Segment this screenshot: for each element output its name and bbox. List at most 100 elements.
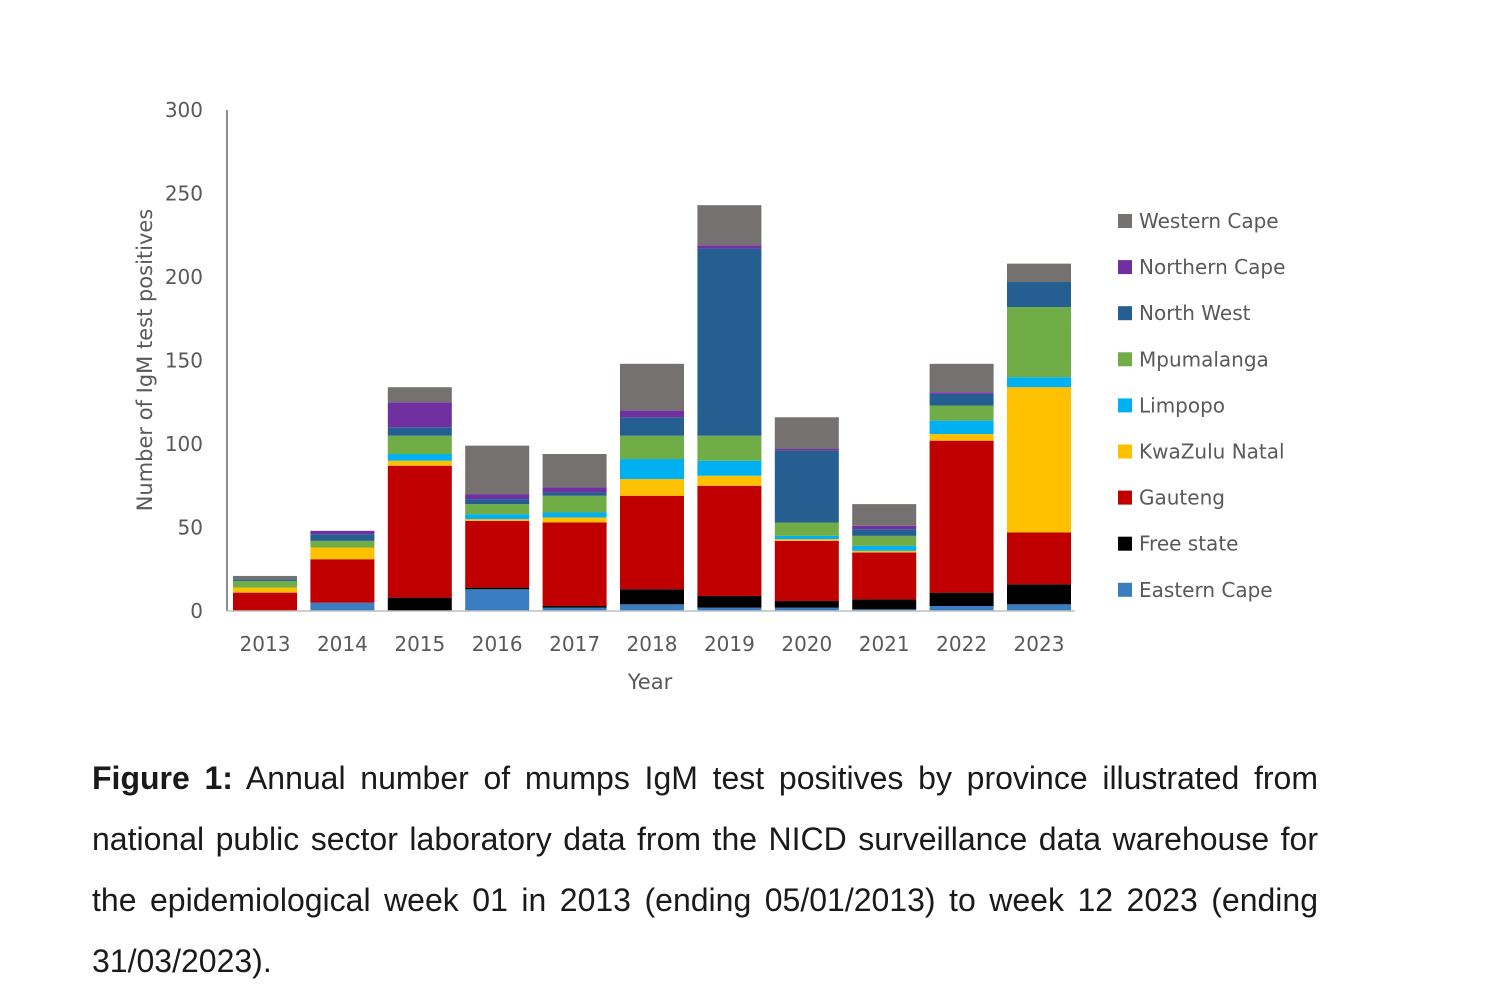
x-tick-label: 2019 bbox=[704, 632, 755, 656]
bar-segment bbox=[387, 402, 452, 428]
bar-segment bbox=[542, 454, 607, 488]
bar-segment bbox=[1007, 604, 1071, 611]
legend-item: Gauteng bbox=[1118, 486, 1225, 510]
bar-segment bbox=[465, 587, 530, 590]
x-tick-label: 2022 bbox=[936, 632, 987, 656]
bar-segment bbox=[387, 460, 452, 466]
bar-segment bbox=[774, 540, 839, 601]
x-tick-label: 2023 bbox=[1014, 632, 1065, 656]
bar-segment bbox=[620, 459, 684, 480]
bar-segment bbox=[620, 495, 684, 590]
bar-segment bbox=[465, 499, 530, 505]
legend-item: Limpopo bbox=[1118, 393, 1225, 417]
bar-segment bbox=[233, 579, 297, 581]
bar-segment bbox=[465, 445, 530, 495]
bar-segment bbox=[774, 449, 839, 451]
legend-label: North West bbox=[1139, 301, 1251, 325]
bar-segment bbox=[852, 550, 917, 553]
legend-label: Limpopo bbox=[1139, 393, 1225, 417]
legend-label: Northern Cape bbox=[1139, 255, 1285, 279]
bar-segment bbox=[697, 607, 762, 611]
bar-segment bbox=[852, 609, 917, 611]
bar-segment bbox=[929, 433, 994, 441]
bar-segment bbox=[310, 530, 375, 535]
bar-segment bbox=[852, 525, 917, 530]
bar-segment bbox=[697, 248, 762, 436]
bar-segment bbox=[774, 607, 839, 611]
bar-segment bbox=[1007, 263, 1071, 283]
bar-segment bbox=[929, 363, 994, 393]
bar-segment bbox=[929, 420, 994, 434]
x-axis-ticks: 2013 2014 2015 2016 2017 2018 2019 2020 2021 2022… bbox=[240, 632, 1065, 656]
bar-segment bbox=[774, 600, 839, 608]
bar-segment bbox=[620, 604, 684, 611]
legend-swatch bbox=[1118, 536, 1132, 551]
bar-segment bbox=[1007, 532, 1071, 585]
bar-segment bbox=[1007, 387, 1071, 533]
bar-segment bbox=[310, 559, 375, 603]
legend-item: Northern Cape bbox=[1118, 255, 1285, 279]
y-tick-label: 200 bbox=[165, 265, 203, 289]
bar-segment bbox=[774, 450, 839, 523]
bar-segment bbox=[697, 435, 762, 461]
y-axis-ticks: 0 50 100 150 200 250 300 bbox=[165, 98, 203, 623]
legend-swatch bbox=[1118, 490, 1132, 505]
x-tick-label: 2017 bbox=[549, 632, 600, 656]
legend-item: Mpumalanga bbox=[1118, 347, 1269, 371]
legend-swatch bbox=[1118, 214, 1132, 228]
bar-segment bbox=[387, 597, 452, 611]
y-tick-label: 150 bbox=[165, 349, 203, 373]
figure-label: Figure 1: bbox=[92, 760, 233, 796]
bar-segment bbox=[233, 580, 297, 588]
bar-segment bbox=[1007, 307, 1071, 378]
bar-segment bbox=[929, 392, 994, 394]
legend-label: Mpumalanga bbox=[1139, 347, 1269, 371]
bar-segment bbox=[465, 514, 530, 520]
y-tick-label: 250 bbox=[165, 182, 203, 206]
bar-segment bbox=[852, 529, 917, 536]
bar-segment bbox=[852, 504, 917, 526]
bar-segment bbox=[620, 589, 684, 605]
bar-segment bbox=[387, 427, 452, 436]
bar-segment bbox=[852, 545, 917, 551]
bar-segment bbox=[542, 522, 607, 606]
legend-swatch bbox=[1118, 260, 1132, 275]
bar-segment bbox=[774, 535, 839, 540]
bar-segment bbox=[465, 589, 530, 611]
y-tick-label: 300 bbox=[165, 98, 203, 122]
bar-segment bbox=[310, 547, 375, 560]
legend-item: Free state bbox=[1118, 532, 1238, 556]
legend-item: Western Cape bbox=[1118, 209, 1279, 233]
x-tick-label: 2016 bbox=[472, 632, 523, 656]
y-tick-label: 0 bbox=[190, 599, 203, 623]
legend-label: Western Cape bbox=[1139, 209, 1279, 233]
bar-segment bbox=[465, 519, 530, 521]
x-axis-title: Year bbox=[627, 670, 673, 694]
x-tick-label: 2021 bbox=[859, 632, 910, 656]
bar-segment bbox=[929, 605, 994, 611]
bar-segment bbox=[387, 435, 452, 455]
bar-segment bbox=[620, 417, 684, 436]
x-tick-label: 2020 bbox=[781, 632, 832, 656]
legend-item: North West bbox=[1118, 301, 1251, 325]
bar-segment bbox=[697, 460, 762, 476]
bar-segment bbox=[233, 592, 297, 611]
bar-segment bbox=[697, 475, 762, 486]
bar-segment bbox=[542, 512, 607, 518]
bar-segment bbox=[1007, 377, 1071, 388]
legend: Western Cape Northern Cape North West Mpuma… bbox=[1118, 209, 1285, 602]
bar-segment bbox=[310, 534, 375, 541]
bar-segment bbox=[233, 587, 297, 593]
legend-label: Eastern Cape bbox=[1139, 578, 1273, 602]
bar-segment bbox=[852, 599, 917, 610]
bar-segment bbox=[620, 435, 684, 460]
bar-segment bbox=[852, 552, 917, 600]
bar-segment bbox=[1007, 282, 1071, 308]
bar-segment bbox=[387, 387, 452, 403]
legend-item: Eastern Cape bbox=[1118, 578, 1273, 602]
legend-label: KwaZulu Natal bbox=[1139, 440, 1285, 464]
bar-segment bbox=[233, 575, 297, 580]
bar-segment bbox=[929, 393, 994, 406]
legend-label: Gauteng bbox=[1139, 486, 1225, 510]
